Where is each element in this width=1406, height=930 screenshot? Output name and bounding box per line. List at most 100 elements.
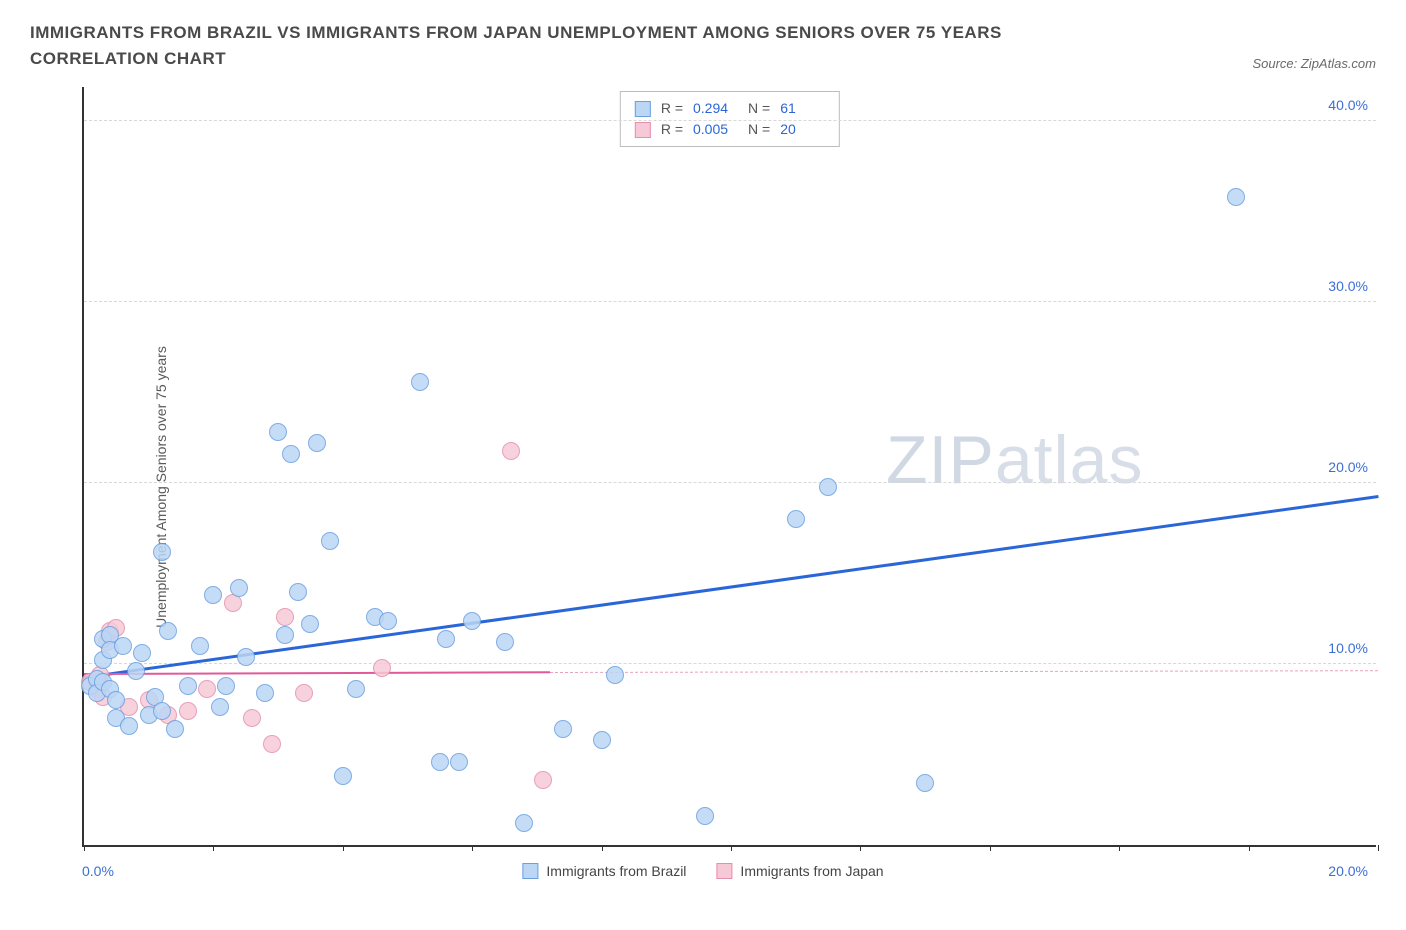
correlation-chart: Unemployment Among Seniors over 75 years… [30, 77, 1376, 897]
data-point [301, 615, 319, 633]
x-tick [213, 845, 214, 851]
data-point [463, 612, 481, 630]
data-point [334, 767, 352, 785]
data-point [606, 666, 624, 684]
data-point [179, 702, 197, 720]
data-point [211, 698, 229, 716]
stat-r-value: 0.005 [693, 119, 738, 140]
stat-n-value: 61 [780, 98, 825, 119]
data-point [269, 423, 287, 441]
gridline [84, 120, 1376, 121]
chart-title: IMMIGRANTS FROM BRAZIL VS IMMIGRANTS FRO… [30, 20, 1130, 71]
trend-line-extrapolated [550, 670, 1378, 673]
x-tick [990, 845, 991, 851]
stat-r-label: R = [661, 98, 683, 119]
x-tick [1378, 845, 1379, 851]
watermark: ZIPatlas [886, 421, 1143, 499]
data-point [347, 680, 365, 698]
x-tick [731, 845, 732, 851]
data-point [289, 583, 307, 601]
trend-line [84, 671, 550, 675]
data-point [114, 637, 132, 655]
legend-series: Immigrants from Brazil Immigrants from Ja… [522, 863, 883, 879]
x-axis-min-label: 0.0% [82, 863, 114, 879]
stat-r-label: R = [661, 119, 683, 140]
y-tick-label: 10.0% [1328, 640, 1368, 656]
data-point [204, 586, 222, 604]
header: IMMIGRANTS FROM BRAZIL VS IMMIGRANTS FRO… [30, 20, 1376, 71]
source-attribution: Source: ZipAtlas.com [1252, 56, 1376, 71]
data-point [230, 579, 248, 597]
data-point [179, 677, 197, 695]
data-point [282, 445, 300, 463]
data-point [411, 373, 429, 391]
stat-n-value: 20 [780, 119, 825, 140]
legend-label: Immigrants from Japan [740, 863, 883, 879]
x-axis-max-label: 20.0% [1328, 863, 1368, 879]
data-point [256, 684, 274, 702]
stat-n-label: N = [748, 98, 770, 119]
x-tick [602, 845, 603, 851]
data-point [916, 774, 934, 792]
y-tick-label: 20.0% [1328, 459, 1368, 475]
legend-item: Immigrants from Brazil [522, 863, 686, 879]
x-tick [472, 845, 473, 851]
data-point [198, 680, 216, 698]
data-point [276, 608, 294, 626]
legend-swatch [716, 863, 732, 879]
data-point [243, 709, 261, 727]
x-tick [1249, 845, 1250, 851]
stat-r-value: 0.294 [693, 98, 738, 119]
x-tick [1119, 845, 1120, 851]
data-point [373, 659, 391, 677]
data-point [819, 478, 837, 496]
x-tick [84, 845, 85, 851]
data-point [217, 677, 235, 695]
legend-stat-row: R = 0.294 N = 61 [635, 98, 825, 119]
gridline [84, 482, 1376, 483]
legend-stat-row: R = 0.005 N = 20 [635, 119, 825, 140]
trend-line [84, 495, 1378, 678]
data-point [308, 434, 326, 452]
data-point [133, 644, 151, 662]
stat-n-label: N = [748, 119, 770, 140]
data-point [153, 543, 171, 561]
data-point [153, 702, 171, 720]
gridline [84, 663, 1376, 664]
legend-swatch [635, 122, 651, 138]
data-point [379, 612, 397, 630]
x-tick [343, 845, 344, 851]
legend-swatch [522, 863, 538, 879]
data-point [437, 630, 455, 648]
data-point [696, 807, 714, 825]
data-point [107, 691, 125, 709]
data-point [593, 731, 611, 749]
data-point [237, 648, 255, 666]
data-point [431, 753, 449, 771]
y-tick-label: 30.0% [1328, 278, 1368, 294]
data-point [515, 814, 533, 832]
legend-item: Immigrants from Japan [716, 863, 883, 879]
legend-label: Immigrants from Brazil [546, 863, 686, 879]
data-point [496, 633, 514, 651]
data-point [276, 626, 294, 644]
data-point [191, 637, 209, 655]
data-point [502, 442, 520, 460]
data-point [534, 771, 552, 789]
data-point [554, 720, 572, 738]
data-point [321, 532, 339, 550]
data-point [120, 717, 138, 735]
data-point [1227, 188, 1245, 206]
y-tick-label: 40.0% [1328, 97, 1368, 113]
data-point [787, 510, 805, 528]
legend-stats: R = 0.294 N = 61 R = 0.005 N = 20 [620, 91, 840, 147]
data-point [263, 735, 281, 753]
data-point [166, 720, 184, 738]
legend-swatch [635, 101, 651, 117]
data-point [127, 662, 145, 680]
data-point [450, 753, 468, 771]
gridline [84, 301, 1376, 302]
plot-area: ZIPatlas R = 0.294 N = 61 R = 0.005 N = 20 10.0… [82, 87, 1376, 847]
data-point [295, 684, 313, 702]
x-tick [860, 845, 861, 851]
